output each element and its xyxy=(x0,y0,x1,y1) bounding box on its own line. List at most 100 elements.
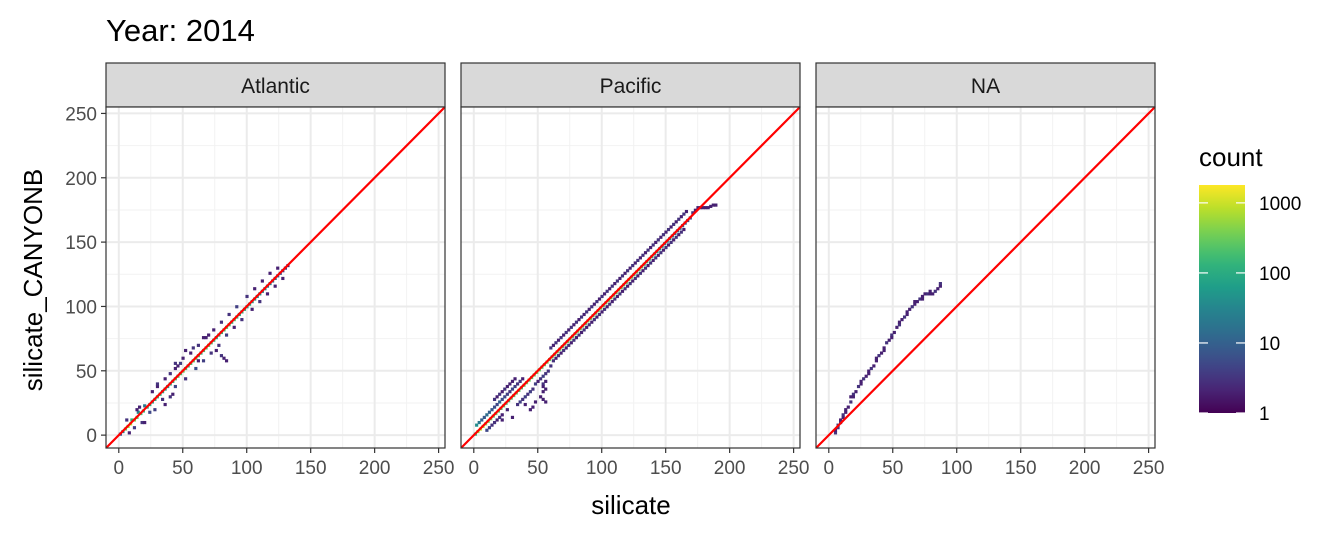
heatmap-cell xyxy=(684,209,689,214)
heatmap-cell xyxy=(567,328,571,332)
heatmap-cell xyxy=(505,384,509,389)
heatmap-cell xyxy=(641,253,645,257)
heatmap-cell xyxy=(844,410,848,414)
heatmap-cell xyxy=(539,395,543,399)
facet-strip-label: Atlantic xyxy=(241,75,310,98)
y-tick-label: 250 xyxy=(65,104,97,125)
heatmap-cell xyxy=(173,361,177,365)
heatmap-cell xyxy=(849,395,853,399)
heatmap-cell xyxy=(268,271,272,275)
heatmap-cell xyxy=(500,397,504,401)
x-axis-title: silicate xyxy=(591,490,670,520)
heatmap-cell xyxy=(638,256,642,260)
heatmap-cell xyxy=(276,266,280,270)
heatmap-cell xyxy=(490,423,494,427)
heatmap-cell xyxy=(559,351,563,355)
heatmap-cell xyxy=(849,400,853,404)
heatmap-cell xyxy=(618,276,622,281)
heatmap-cell xyxy=(551,359,555,363)
heatmap-cell xyxy=(579,315,584,319)
heatmap-cell xyxy=(864,374,868,378)
heatmap-cell xyxy=(615,279,619,283)
heatmap-cell xyxy=(677,233,681,237)
heatmap-cell xyxy=(541,390,545,394)
heatmap-cell xyxy=(908,307,912,311)
heatmap-cell xyxy=(253,287,257,291)
heatmap-cell xyxy=(224,359,229,363)
heatmap-cell xyxy=(706,206,710,210)
legend-tick-label: 10 xyxy=(1259,334,1280,355)
heatmap-cell xyxy=(212,328,216,332)
heatmap-cell xyxy=(641,269,645,273)
heatmap-cell xyxy=(521,377,525,381)
heatmap-cell xyxy=(549,346,553,350)
heatmap-cell xyxy=(595,300,599,304)
heatmap-cell xyxy=(623,287,627,291)
y-tick-label: 200 xyxy=(65,169,97,190)
heatmap-cell xyxy=(554,356,558,360)
heatmap-cell xyxy=(528,408,532,412)
x-tick-label: 200 xyxy=(359,458,391,479)
heatmap-cell xyxy=(222,356,226,360)
heatmap-cell xyxy=(196,343,200,347)
heatmap-cell xyxy=(492,405,497,409)
heatmap-cell xyxy=(214,348,218,353)
heatmap-cell xyxy=(605,305,609,309)
x-tick-label: 200 xyxy=(714,458,746,479)
heatmap-cell xyxy=(224,333,229,337)
heatmap-cell xyxy=(856,384,861,389)
y-axis-title: silicate_CANYONB xyxy=(18,169,48,392)
heatmap-cell xyxy=(498,392,502,396)
heatmap-cell xyxy=(897,320,902,324)
heatmap-cell xyxy=(505,408,509,412)
heatmap-cell xyxy=(920,297,925,301)
heatmap-cell xyxy=(656,238,660,242)
x-tick-label: 100 xyxy=(941,458,973,479)
heatmap-cell xyxy=(646,248,650,252)
heatmap-cell xyxy=(674,235,678,239)
heatmap-cell xyxy=(613,297,617,301)
x-tick-label: 100 xyxy=(231,458,263,479)
heatmap-cell xyxy=(544,387,548,391)
heatmap-cell xyxy=(682,212,686,216)
heatmap-cell xyxy=(482,415,486,420)
heatmap-cell xyxy=(176,364,180,368)
legend: count 1 10 100 1000 xyxy=(1199,142,1301,425)
heatmap-cell xyxy=(592,302,596,306)
heatmap-cell xyxy=(541,384,545,389)
heatmap-cell xyxy=(265,292,270,296)
heatmap-cell xyxy=(569,325,573,329)
heatmap-cell xyxy=(664,230,668,234)
heatmap-cell xyxy=(938,284,942,288)
heatmap-cell xyxy=(643,266,648,270)
heatmap-cell xyxy=(556,354,561,358)
heatmap-cell xyxy=(273,284,277,288)
heatmap-cell xyxy=(227,312,231,317)
heatmap-cell xyxy=(181,356,185,360)
heatmap-cell xyxy=(844,408,848,412)
heatmap-cell xyxy=(240,318,244,322)
heatmap-cell xyxy=(626,284,630,288)
heatmap-cell xyxy=(163,402,167,407)
heatmap-cell xyxy=(132,426,137,430)
x-tick-label: 250 xyxy=(778,458,810,479)
heatmap-cell xyxy=(500,413,504,417)
heatmap-cell xyxy=(207,333,211,337)
heatmap-cell xyxy=(877,354,881,358)
heatmap-cell xyxy=(649,261,653,265)
heatmap-cell xyxy=(669,225,673,229)
heatmap-cell xyxy=(564,330,568,335)
facet-strip-label: Pacific xyxy=(600,75,662,98)
heatmap-cell xyxy=(910,305,914,309)
heatmap-cell xyxy=(592,318,596,322)
heatmap-cell xyxy=(885,341,889,345)
heatmap-cell xyxy=(590,305,594,309)
heatmap-cell xyxy=(505,392,509,396)
identity-line xyxy=(106,107,445,448)
heatmap-cell xyxy=(495,418,499,422)
heatmap-cell xyxy=(168,395,172,399)
heatmap-cell xyxy=(577,318,581,322)
heatmap-cell xyxy=(846,405,850,409)
heatmap-cell xyxy=(582,312,586,317)
heatmap-cell xyxy=(711,203,715,207)
